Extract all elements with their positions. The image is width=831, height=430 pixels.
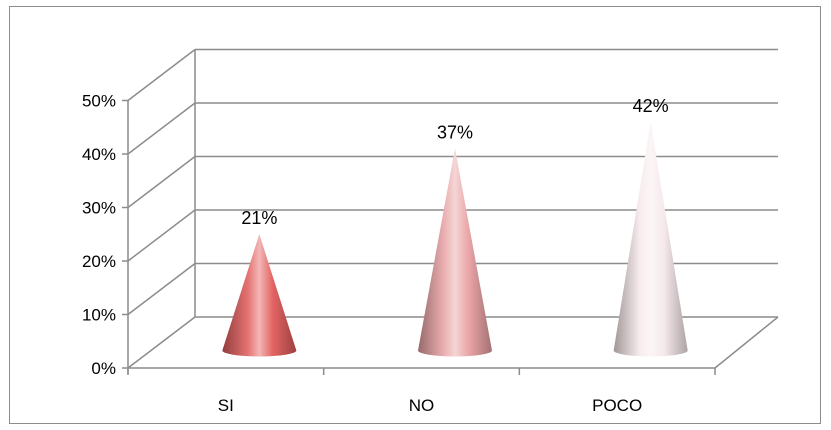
y-axis-tick-labels: 0% 10% 20% 30% 40% 50%	[82, 92, 116, 379]
data-label-poco: 42%	[633, 96, 669, 116]
cone-body	[222, 234, 297, 357]
cone-body	[418, 148, 492, 357]
side-gridline	[127, 102, 196, 155]
axes	[122, 49, 779, 375]
y-tick-label: 10%	[82, 306, 116, 325]
side-gridline	[127, 209, 196, 262]
side-gridline	[127, 48, 196, 102]
side-gridline	[127, 262, 196, 316]
data-label-si: 21%	[241, 208, 277, 228]
category-label-no: NO	[409, 396, 435, 415]
cone-body	[613, 121, 688, 357]
cone-poco	[613, 121, 688, 357]
cones	[222, 121, 688, 357]
y-tick-label: 30%	[82, 199, 116, 218]
data-label-no: 37%	[437, 123, 473, 143]
y-tick-label: 50%	[82, 92, 116, 111]
data-labels: 21% 37% 42%	[241, 96, 668, 228]
side-gridline	[127, 316, 196, 369]
y-tick-label: 20%	[82, 252, 116, 271]
side-gridline	[127, 155, 196, 209]
cone-si	[222, 234, 297, 357]
category-label-si: SI	[218, 396, 234, 415]
chart-area	[9, 6, 821, 424]
floor-right-edge	[714, 316, 779, 369]
y-tick-label: 40%	[82, 145, 116, 164]
category-label-poco: POCO	[592, 396, 642, 415]
cone-no	[418, 148, 492, 357]
x-axis-category-labels: SI NO POCO	[218, 396, 642, 415]
y-tick-label: 0%	[91, 359, 116, 378]
